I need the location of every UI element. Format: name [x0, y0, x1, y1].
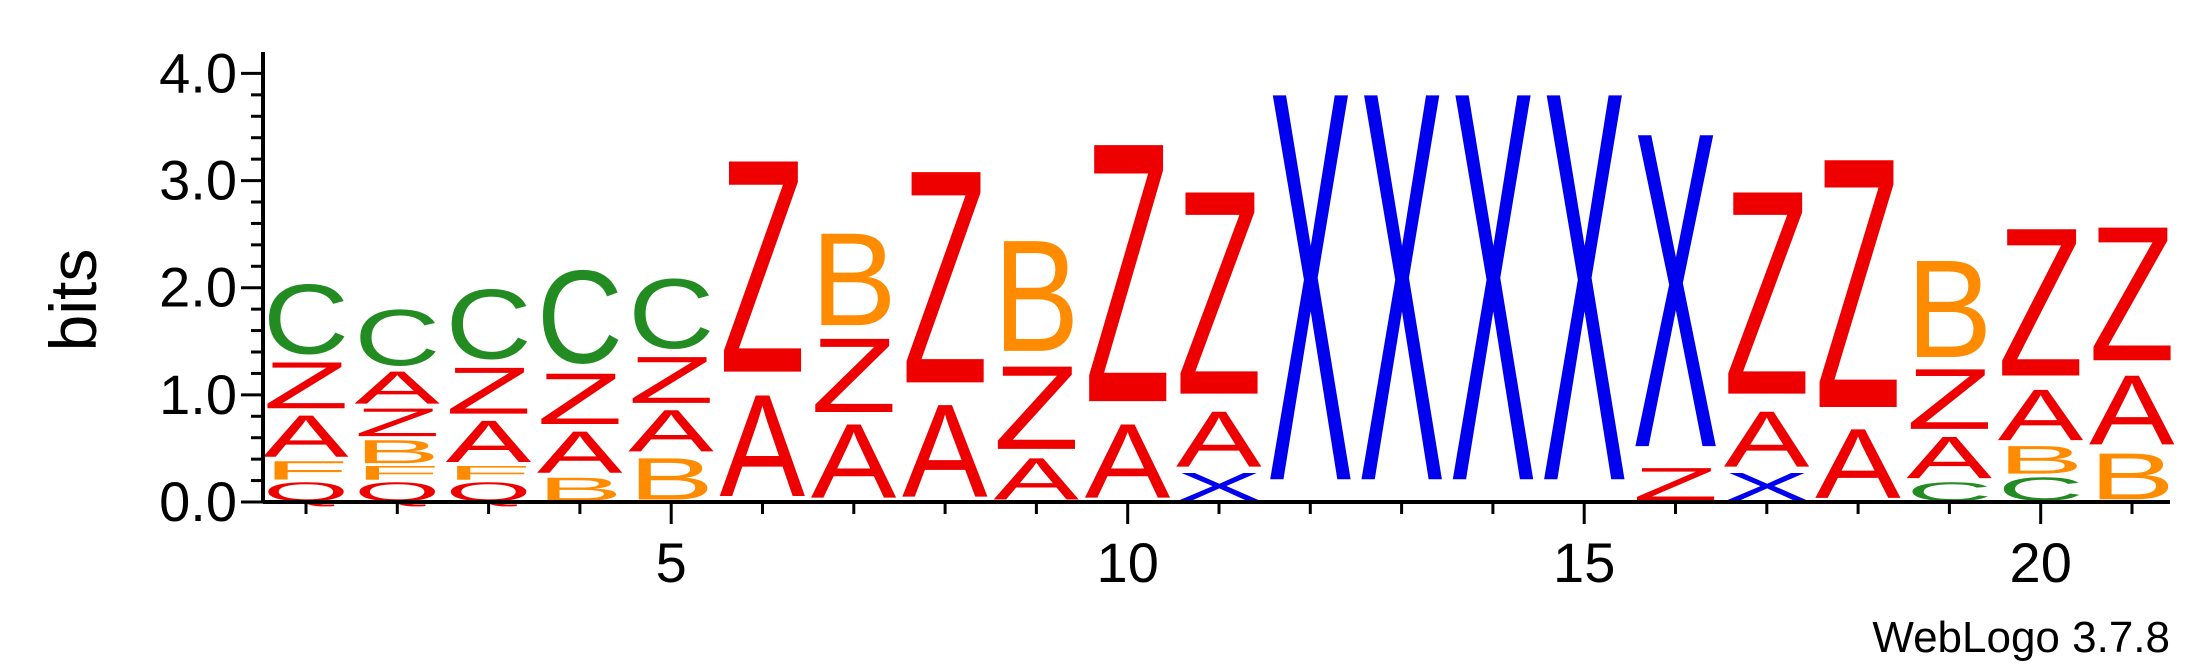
- logo-glyph-b: B: [1998, 438, 2084, 482]
- y-tick-label: 0.0: [159, 470, 237, 533]
- logo-glyph-z: Z: [1906, 350, 1992, 447]
- logo-glyph-z: Z: [811, 317, 897, 435]
- logo-glyph-a: A: [1724, 394, 1810, 484]
- logo-glyph-a: A: [263, 403, 349, 470]
- logo-glyph-c: C: [446, 270, 532, 381]
- y-tick-label: 2.0: [159, 256, 237, 319]
- x-tick-label: 20: [2010, 531, 2072, 594]
- x-tick-label: 10: [1097, 531, 1159, 594]
- logo-glyph-x: X: [1267, 0, 1353, 598]
- logo-glyph-z: Z: [1176, 129, 1262, 456]
- x-tick-label: 5: [656, 531, 687, 594]
- logo-glyph-a: A: [537, 419, 623, 486]
- y-axis-title: bits: [36, 249, 110, 352]
- logo-glyph-a: A: [446, 408, 532, 475]
- logo-glyph-z: Z: [446, 354, 532, 428]
- logo-glyph-a: A: [1998, 374, 2084, 456]
- footer-credit: WebLogo 3.7.8: [1872, 613, 2170, 662]
- logo-glyph-a: A: [2089, 355, 2175, 466]
- logo-glyph-a: A: [1906, 424, 1992, 491]
- logo-glyph-a: A: [354, 362, 440, 414]
- logo-glyph-z: Z: [1998, 184, 2084, 421]
- logo-glyph-x: X: [1359, 0, 1445, 598]
- logo-glyph-c: C: [263, 264, 349, 375]
- logo-glyph-f: F: [354, 462, 440, 484]
- logo-glyph-z: Z: [354, 400, 440, 445]
- y-tick-label: 1.0: [159, 363, 237, 426]
- logo-glyph-z: Z: [263, 348, 349, 422]
- logo-glyph-b: B: [811, 204, 897, 353]
- logo-glyph-x: X: [1541, 0, 1627, 598]
- logo-glyph-a: A: [1176, 394, 1262, 484]
- logo-glyph-z: Z: [1815, 82, 1901, 484]
- logo-glyph-a: A: [628, 398, 714, 465]
- y-tick-label: 3.0: [159, 149, 237, 212]
- logo-glyph-z: Z: [628, 343, 714, 417]
- logo-glyph-z: Z: [993, 341, 1079, 475]
- logo-glyph-z: Z: [720, 97, 806, 437]
- logo-glyph-b: B: [354, 433, 440, 470]
- logo-glyph-c: C: [628, 259, 714, 370]
- logo-glyph-c: C: [354, 293, 440, 382]
- logo-glyph-c: C: [537, 243, 623, 391]
- logo-glyph-z: Z: [537, 358, 623, 440]
- logo-glyph-z: Z: [1085, 64, 1171, 481]
- logo-glyph-x: X: [1633, 38, 1719, 543]
- y-tick-label: 4.0: [159, 41, 237, 104]
- logo-glyph-x: X: [1450, 0, 1536, 598]
- logo-glyph-f: F: [263, 456, 349, 486]
- logo-glyph-z: Z: [2089, 186, 2175, 402]
- logo-glyph-b: B: [993, 207, 1079, 385]
- logo-glyph-f: F: [446, 462, 532, 484]
- logo-glyph-z: Z: [1724, 129, 1810, 456]
- logo-glyph-b: B: [1906, 231, 1992, 387]
- logo-glyph-z: Z: [902, 108, 988, 448]
- x-tick-label: 15: [1553, 531, 1615, 594]
- axis-layer: [241, 52, 2170, 524]
